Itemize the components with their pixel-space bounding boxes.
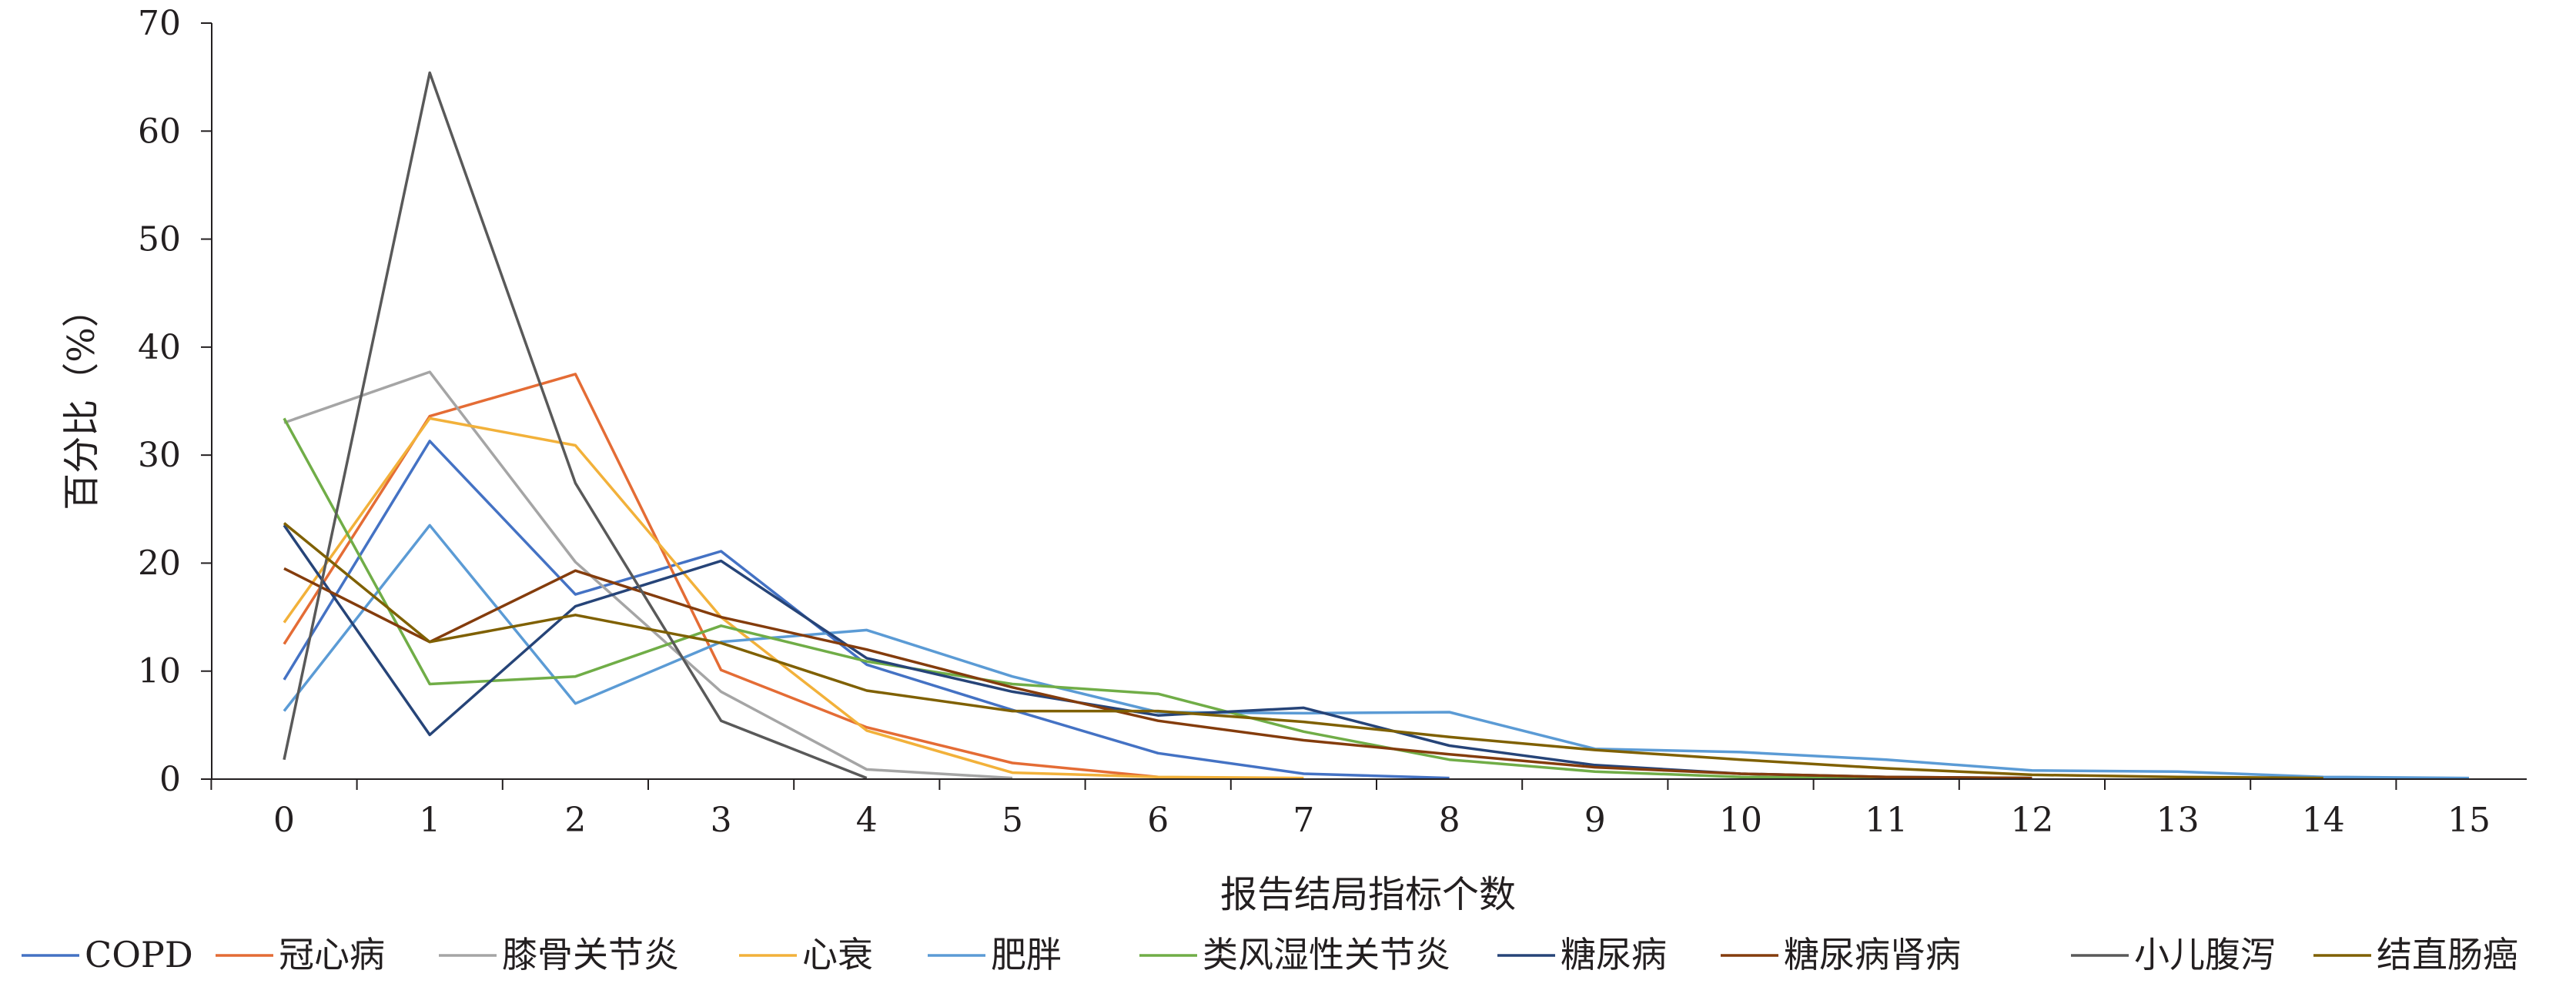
legend-label: 冠心病 (279, 934, 385, 975)
legend-item: 糖尿病 (1497, 934, 1667, 975)
legend-label: 肥胖 (991, 934, 1062, 975)
x-tick-label: 9 (1584, 801, 1606, 840)
x-tick-label: 4 (856, 801, 878, 840)
y-axis: 0 10 20 30 40 50 60 70 (138, 4, 212, 799)
y-tick-label: 10 (138, 652, 181, 691)
x-tick-label: 15 (2447, 801, 2491, 840)
series-line-2 (283, 370, 1013, 780)
y-tick-label: 0 (159, 760, 181, 799)
legend-item: 心衰 (739, 934, 873, 975)
legend-item: 肥胖 (928, 934, 1062, 975)
legend: COPD 冠心病 膝骨关节炎 心衰 肥胖 类风湿性关节炎 糖尿病 糖尿病肾病 小儿腹泻 结直肠癌 (22, 934, 2518, 975)
series-line-5 (283, 417, 1887, 780)
legend-label: COPD (85, 934, 193, 975)
legend-label: 小儿腹泻 (2134, 934, 2276, 975)
legend-item: 糖尿病肾病 (1721, 934, 1961, 975)
series-line-3 (283, 417, 1304, 780)
x-tick-label: 10 (1719, 801, 1762, 840)
x-tick-label: 5 (1002, 801, 1023, 840)
legend-label: 心衰 (802, 934, 873, 975)
series-line-1 (283, 373, 1159, 778)
x-tick-label: 2 (564, 801, 586, 840)
x-tick-label: 7 (1293, 801, 1314, 840)
legend-label: 类风湿性关节炎 (1203, 934, 1450, 975)
legend-label: 结直肠癌 (2377, 934, 2518, 975)
legend-item: 结直肠癌 (2313, 934, 2518, 975)
y-tick-label: 30 (138, 436, 181, 475)
x-tick-label: 8 (1439, 801, 1460, 840)
x-tick-label: 0 (273, 801, 295, 840)
x-tick-label: 6 (1147, 801, 1169, 840)
legend-item: 冠心病 (216, 934, 385, 975)
x-tick-label: 12 (2010, 801, 2053, 840)
legend-item: COPD (22, 934, 193, 975)
y-tick-label: 50 (138, 220, 181, 259)
y-tick-label: 40 (138, 328, 181, 367)
x-axis-title: 报告结局指标个数 (1220, 873, 1516, 916)
legend-label: 糖尿病肾病 (1784, 934, 1961, 975)
x-tick-label: 1 (419, 801, 440, 840)
y-tick-label: 70 (138, 4, 181, 43)
legend-item: 膝骨关节炎 (439, 934, 679, 975)
plot-area (283, 71, 2470, 780)
legend-item: 类风湿性关节炎 (1139, 934, 1450, 975)
legend-label: 膝骨关节炎 (502, 934, 679, 975)
series-line-7 (283, 567, 2032, 780)
y-axis-title: 百分比（%） (60, 290, 103, 510)
x-axis: 0 1 2 3 4 5 6 7 8 9 10 11 12 13 14 15 (210, 778, 2527, 840)
series-line-9 (283, 522, 2323, 780)
legend-item: 小儿腹泻 (2071, 934, 2276, 975)
x-tick-label: 13 (2156, 801, 2200, 840)
series-line-8 (283, 71, 868, 780)
x-tick-label: 11 (1865, 801, 1908, 840)
series-line-4 (283, 524, 2470, 780)
y-tick-label: 20 (138, 544, 181, 583)
x-tick-label: 14 (2302, 801, 2345, 840)
x-tick-label: 3 (711, 801, 732, 840)
series-line-0 (283, 440, 1450, 780)
legend-label: 糖尿病 (1561, 934, 1667, 975)
y-tick-label: 60 (138, 112, 181, 151)
